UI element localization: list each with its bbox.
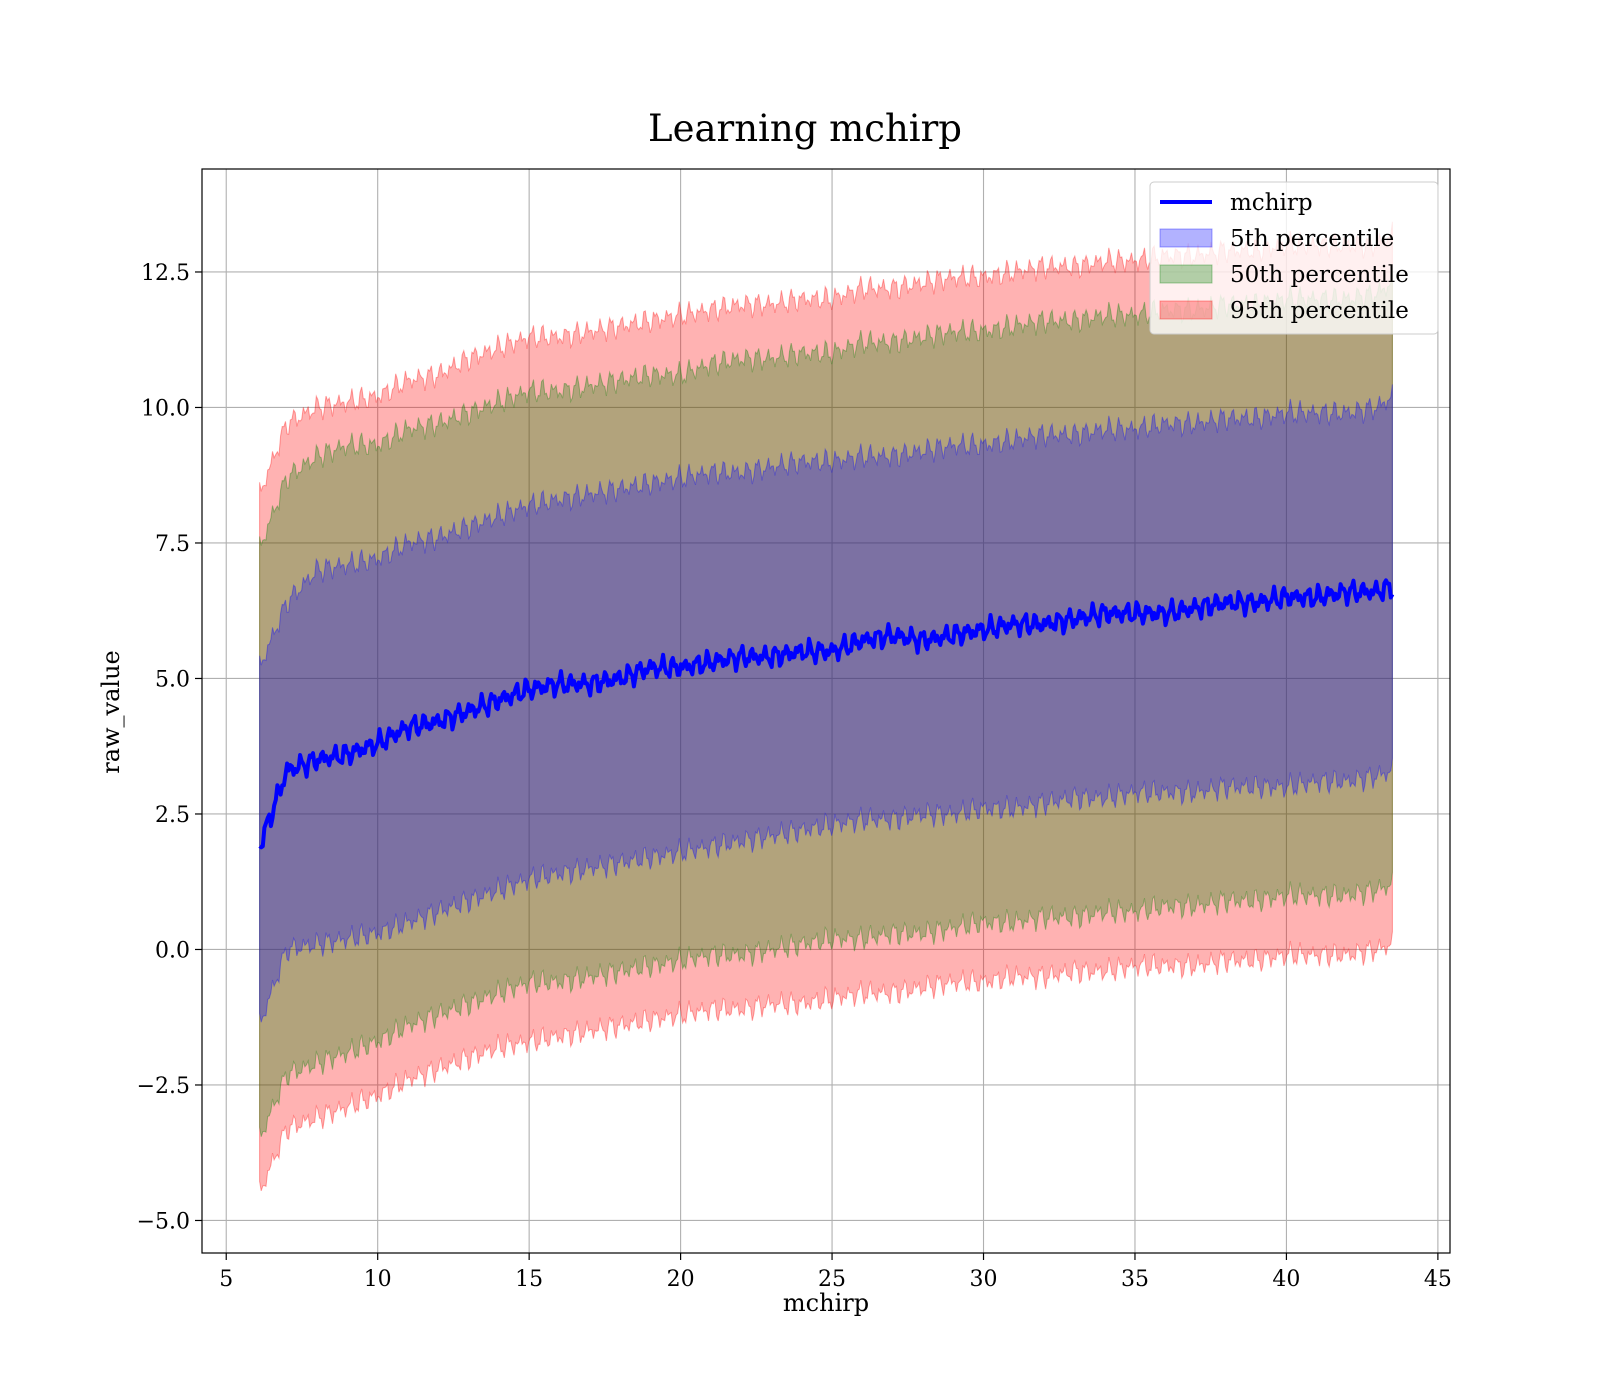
x-tick-label-1: 10: [364, 1267, 392, 1292]
y-tick-label-6: 10.0: [141, 396, 190, 421]
band-95th-percentile: [259, 221, 1393, 1192]
band-50th-percentile: [259, 270, 1393, 1137]
legend-box: [1149, 181, 1439, 335]
x-tick-label-2: 15: [515, 1267, 543, 1292]
x-tick-label-3: 20: [667, 1267, 695, 1292]
bands: [259, 221, 1393, 1192]
y-tick-label-7: 12.5: [141, 261, 190, 286]
x-tick-label-7: 40: [1272, 1267, 1300, 1292]
legend-label-95th-percentile: 95th percentile: [1230, 298, 1409, 324]
legend-swatch-50th-percentile: [1159, 264, 1213, 284]
y-tick-label-2: 0.0: [155, 938, 190, 963]
legend-label-50th-percentile: 50th percentile: [1230, 262, 1409, 288]
legend-label-5th-percentile: 5th percentile: [1230, 226, 1394, 252]
y-tick-label-5: 7.5: [155, 532, 190, 557]
x-tick-label-4: 25: [818, 1267, 846, 1292]
y-tick-label-1: −2.5: [137, 1074, 190, 1099]
chart-title: Learning mchirp: [648, 107, 962, 150]
y-tick-label-4: 5.0: [155, 667, 190, 692]
line-mchirp: [258, 578, 1395, 850]
x-tick-label-0: 5: [219, 1267, 233, 1292]
plot-frame: [201, 168, 1451, 1254]
band-5th-percentile: [259, 384, 1393, 1023]
x-tick-label-6: 35: [1121, 1267, 1149, 1292]
y-axis-label: raw_value: [97, 650, 125, 774]
x-axis-label: mchirp: [783, 1289, 869, 1317]
legend: mchirp 5th percentile 50th percentile 95th …: [1149, 181, 1439, 335]
y-tick-label-3: 2.5: [155, 803, 190, 828]
x-tick-label-5: 30: [970, 1267, 998, 1292]
legend-swatch-95th-percentile: [1159, 300, 1213, 320]
y-tick-label-0: −5.0: [137, 1209, 190, 1234]
grid: [202, 169, 1450, 1253]
legend-swatch-5th-percentile: [1159, 228, 1213, 248]
y-axis-ticks: −5.0 −2.5 0.0 2.5 5.0 7.5 10.0 12.5: [137, 261, 202, 1234]
legend-label-mchirp: mchirp: [1230, 190, 1313, 216]
x-axis-ticks: 5 10 15 20 25 30 35 40 45: [219, 1253, 1452, 1292]
x-tick-label-8: 45: [1424, 1267, 1452, 1292]
lines: [258, 578, 1395, 850]
